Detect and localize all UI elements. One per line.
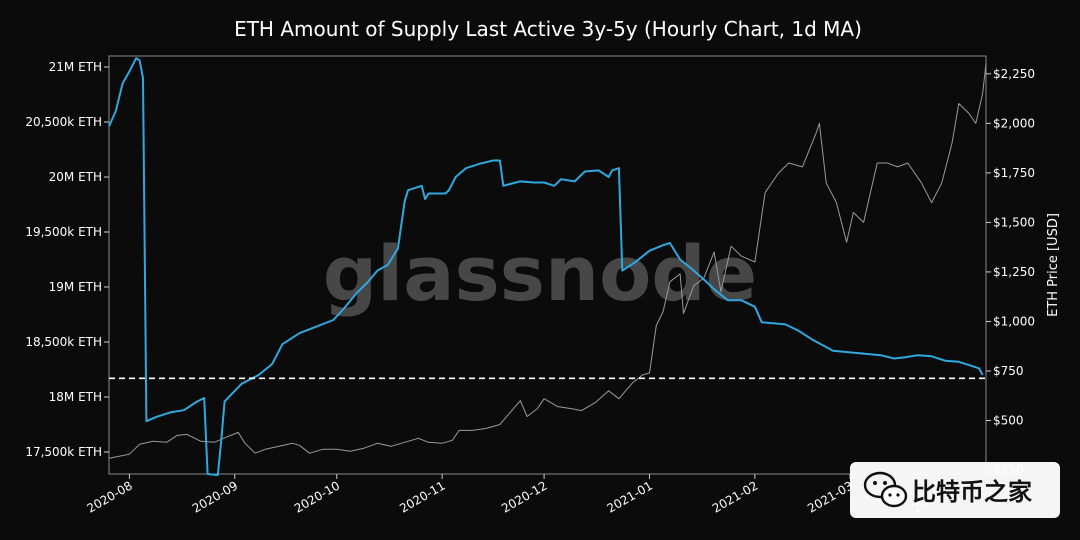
plot-frame bbox=[108, 55, 987, 475]
source-badge-text: 比特币之家 bbox=[912, 478, 1032, 506]
y-left-axis: 17,500k ETH 18M ETH 18,500k ETH 19M ETH 19,5… bbox=[25, 60, 109, 459]
y-right-tick-label: $750 bbox=[993, 364, 1024, 378]
eth-price-line bbox=[108, 63, 987, 459]
y-right-tick-label: $500 bbox=[993, 414, 1024, 428]
y-left-tick-label: 17,500k ETH bbox=[25, 445, 102, 459]
y-left-tick-label: 18M ETH bbox=[49, 390, 102, 404]
y-left-tick-label: 19,500k ETH bbox=[25, 225, 102, 239]
y-right-tick-label: $1,500 bbox=[993, 215, 1035, 229]
y-right-tick-label: $2,250 bbox=[993, 67, 1035, 81]
y-right-axis-label: ETH Price [USD] bbox=[1046, 213, 1061, 317]
watermark: glassnode bbox=[323, 229, 757, 318]
y-left-tick-label: 20M ETH bbox=[49, 170, 102, 184]
chart-title: ETH Amount of Supply Last Active 3y-5y (… bbox=[234, 17, 862, 41]
y-left-tick-label: 18,500k ETH bbox=[25, 335, 102, 349]
price-series bbox=[108, 63, 987, 459]
plot-area bbox=[108, 55, 987, 475]
wechat-icon bbox=[863, 471, 908, 508]
y-right-tick-label: $1,000 bbox=[993, 314, 1035, 328]
source-badge: 比特币之家 bbox=[850, 462, 1060, 518]
y-left-tick-label: 20,500k ETH bbox=[25, 115, 102, 129]
supply-series bbox=[108, 57, 984, 477]
supply-3y-5y-line bbox=[108, 57, 984, 477]
y-right-tick-label: $1,750 bbox=[993, 166, 1035, 180]
y-left-tick-label: 21M ETH bbox=[49, 60, 102, 74]
y-right-tick-label: $2,000 bbox=[993, 116, 1035, 130]
y-right-tick-label: $1,250 bbox=[993, 265, 1035, 279]
y-left-tick-label: 19M ETH bbox=[49, 280, 102, 294]
